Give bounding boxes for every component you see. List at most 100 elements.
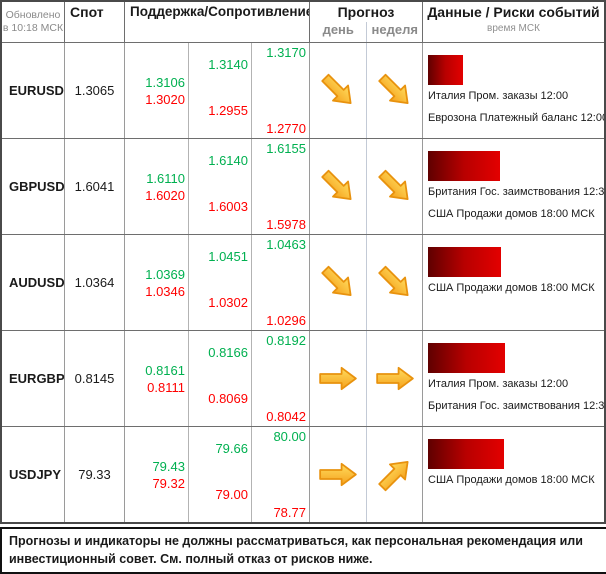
forecast-day-arrow-icon — [309, 139, 366, 234]
currency-pair: GBPUSD — [9, 179, 64, 194]
support-far: 1.0296 — [266, 313, 306, 328]
risk-events-cell: США Продажи домов 18:00 МСК — [422, 235, 604, 330]
support-near: 1.0346 — [145, 283, 185, 299]
sr-mid-cell: 1.6140 1.6003 — [188, 139, 251, 234]
forecast-day-arrow-icon — [309, 331, 366, 426]
resistance-far: 1.3170 — [266, 45, 306, 60]
forecast-week-arrow-icon — [366, 139, 422, 234]
updated-line2: в 10:18 МСК — [2, 22, 64, 34]
support-far: 1.5978 — [266, 217, 306, 232]
sr-mid-cell: 1.0451 1.0302 — [188, 235, 251, 330]
resistance-mid: 1.0451 — [208, 249, 248, 264]
table-row: EURGBP 0.8145 0.8161 0.8111 0.8166 0.806… — [2, 330, 604, 426]
support-near: 79.32 — [152, 475, 185, 491]
risk-events-cell: Италия Пром. заказы 12:00 Еврозона Плате… — [422, 43, 604, 138]
currency-pair: USDJPY — [9, 467, 62, 482]
sr-mid-cell: 0.8166 0.8069 — [188, 331, 251, 426]
resistance-far: 80.00 — [273, 429, 306, 444]
event-item: Британия Гос. заимствования 12:30 — [428, 400, 604, 412]
updated-timestamp: Обновлено в 10:18 МСК — [2, 2, 64, 42]
support-far: 1.2770 — [266, 121, 306, 136]
spot-price: 1.6041 — [64, 139, 124, 234]
resistance-mid: 1.3140 — [208, 57, 248, 72]
table-header: Обновлено в 10:18 МСК Спот Поддержка/Соп… — [2, 2, 604, 42]
risk-magnitude-bar — [428, 343, 505, 373]
resistance-mid: 79.66 — [215, 441, 248, 456]
forecast-day-arrow-icon — [309, 43, 366, 138]
column-header-data-risks: Данные / Риски событий время МСК — [422, 2, 604, 42]
data-risks-subtitle: время МСК — [487, 23, 540, 34]
resistance-mid: 0.8166 — [208, 345, 248, 360]
risk-events-cell: Италия Пром. заказы 12:00 Британия Гос. … — [422, 331, 604, 426]
support-mid: 1.2955 — [208, 103, 248, 118]
event-item: Еврозона Платежный баланс 12:00 — [428, 112, 604, 124]
sr-far-cell: 0.8192 0.8042 — [251, 331, 309, 426]
forecast-day-arrow-icon — [309, 235, 366, 330]
resistance-far: 0.8192 — [266, 333, 306, 348]
risk-events-cell: Британия Гос. заимствования 12:30 США Пр… — [422, 139, 604, 234]
table-row: USDJPY 79.33 79.43 79.32 79.66 79.00 80.… — [2, 426, 604, 522]
sr-near-cell: 1.6110 1.6020 — [124, 139, 188, 234]
spot-price: 1.0364 — [64, 235, 124, 330]
spot-price: 79.33 — [64, 427, 124, 522]
sr-mid-cell: 1.3140 1.2955 — [188, 43, 251, 138]
spot-price: 1.3065 — [64, 43, 124, 138]
column-header-spot: Спот — [64, 2, 124, 42]
event-item: США Продажи домов 18:00 МСК — [428, 208, 595, 220]
event-item: США Продажи домов 18:00 МСК — [428, 282, 595, 294]
support-mid: 1.0302 — [208, 295, 248, 310]
support-far: 78.77 — [273, 505, 306, 520]
support-mid: 79.00 — [215, 487, 248, 502]
event-item: США Продажи домов 18:00 МСК — [428, 474, 595, 486]
sr-near-cell: 79.43 79.32 — [124, 427, 188, 522]
sr-far-cell: 1.0463 1.0296 — [251, 235, 309, 330]
fx-table: Обновлено в 10:18 МСК Спот Поддержка/Соп… — [0, 0, 606, 524]
resistance-near: 1.6110 — [146, 170, 185, 186]
resistance-near: 0.8161 — [145, 362, 185, 378]
spot-price: 0.8145 — [64, 331, 124, 426]
resistance-near: 1.3106 — [145, 74, 185, 90]
support-near: 1.6020 — [145, 187, 185, 203]
event-item: Британия Гос. заимствования 12:30 — [428, 186, 604, 198]
resistance-mid: 1.6140 — [208, 153, 248, 168]
sr-near-cell: 1.3106 1.3020 — [124, 43, 188, 138]
support-mid: 0.8069 — [208, 391, 248, 406]
support-mid: 1.6003 — [208, 199, 248, 214]
currency-pair: EURUSD — [9, 83, 64, 98]
risk-events-cell: США Продажи домов 18:00 МСК — [422, 427, 604, 522]
currency-pair: EURGBP — [9, 371, 64, 386]
sr-near-cell: 0.8161 0.8111 — [124, 331, 188, 426]
support-far: 0.8042 — [266, 409, 306, 424]
risk-magnitude-bar — [428, 151, 500, 181]
event-item: Италия Пром. заказы 12:00 — [428, 378, 569, 390]
disclaimer-text: Прогнозы и индикаторы не должны рассматр… — [0, 527, 606, 574]
forecast-day-arrow-icon — [309, 427, 366, 522]
forecast-week-arrow-icon — [366, 43, 422, 138]
risk-magnitude-bar — [428, 55, 463, 85]
sr-far-cell: 80.00 78.77 — [251, 427, 309, 522]
support-near: 1.3020 — [145, 91, 185, 107]
risk-magnitude-bar — [428, 247, 501, 277]
column-header-week: неделя — [366, 22, 422, 42]
event-item: Италия Пром. заказы 12:00 — [428, 90, 569, 102]
sr-mid-cell: 79.66 79.00 — [188, 427, 251, 522]
resistance-far: 1.0463 — [266, 237, 306, 252]
forecast-subheaders: день неделя — [310, 22, 422, 42]
column-header-support-resistance: Поддержка/Сопротивление — [124, 2, 309, 42]
currency-pair: AUDUSD — [9, 275, 64, 290]
sr-far-cell: 1.6155 1.5978 — [251, 139, 309, 234]
resistance-far: 1.6155 — [266, 141, 306, 156]
forecast-week-arrow-icon — [366, 331, 422, 426]
column-header-forecast: Прогноз день неделя — [309, 2, 422, 42]
updated-line1: Обновлено — [5, 9, 61, 21]
support-near: 0.8111 — [147, 379, 185, 395]
table-row: EURUSD 1.3065 1.3106 1.3020 1.3140 1.295… — [2, 42, 604, 138]
risk-magnitude-bar — [428, 439, 504, 469]
resistance-near: 79.43 — [152, 458, 185, 474]
table-row: AUDUSD 1.0364 1.0369 1.0346 1.0451 1.030… — [2, 234, 604, 330]
forecast-week-arrow-icon — [366, 235, 422, 330]
data-risks-title: Данные / Риски событий — [427, 4, 600, 20]
sr-near-cell: 1.0369 1.0346 — [124, 235, 188, 330]
resistance-near: 1.0369 — [145, 266, 185, 282]
